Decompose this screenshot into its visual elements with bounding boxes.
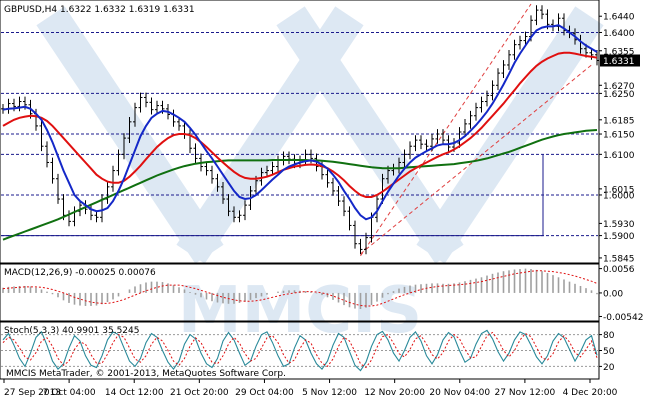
copyright-text: MMCIS MetaTrader, © 2001-2013, MetaQuote… [6,369,286,379]
macd-tick-label: -0.00542 [603,313,643,323]
price-tick-label: 1.5900 [603,232,635,242]
price-tick-label: 1.6100 [603,151,635,161]
current-price-label: 1.6331 [603,57,635,67]
stoch-tick-label: 20 [603,363,615,373]
stochastic-axis: 80 50 20 [599,331,615,373]
time-tick-label: 20 Nov 04:00 [429,388,490,398]
macd-histogram [2,268,598,310]
channel-lower [360,64,592,255]
chart-header: GBPUSD,H4 1.6322 1.6332 1.6319 1.6331 [4,5,195,15]
price-tick-label: 1.5845 [603,254,635,264]
time-tick-label: 12 Nov 20:00 [364,388,425,398]
macd-axis: 0.0056 0.00 -0.00542 [599,265,643,323]
sma-mid-line [2,51,598,198]
stochastic-pane[interactable]: 80 50 20 Stoch(5,3,3) 40.9901 35.5245 MMCI… [0,321,615,380]
current-price-tag [600,54,640,67]
price-tick-label: 1.6015 [603,185,635,195]
time-tick-label: 21 Oct 20:00 [170,388,229,398]
macd-signal-line [2,270,598,307]
stoch-tick-label: 50 [603,347,615,357]
macd-pane[interactable]: 0.0056 0.00 -0.00542 MACD(12,26,9) -0.0002… [0,263,643,323]
price-tick-label: 1.6440 [603,13,635,23]
stoch-main-line [2,329,598,372]
watermark-logo: MMCIS [36,6,604,348]
price-tick-label: 1.6400 [603,29,635,39]
price-tick-label: 1.6185 [603,116,635,126]
watermark-stroke-2 [276,6,464,264]
price-pane-frame [0,0,600,264]
trend-channel [360,3,592,257]
time-tick-label: 5 Nov 12:00 [302,388,357,398]
moving-averages [2,24,598,241]
range-box [1,154,544,237]
time-tick-label: 14 Oct 12:00 [105,388,164,398]
price-tick-label: 1.6355 [603,47,635,57]
stochastic-label: Stoch(5,3,3) 40.9901 35.5245 [4,326,139,336]
price-tick-label: 1.6270 [603,82,635,92]
time-tick-label: 4 Dec 20:00 [563,388,618,398]
channel-upper [360,3,532,257]
price-tick-label: 1.5930 [603,220,635,230]
price-tick-label: 1.6250 [603,90,635,100]
time-tick-label: 27 Sep 2013 [4,388,61,398]
sma-slow-line [2,129,598,241]
price-tick-label: 1.6000 [603,191,635,201]
macd-tick-label: 0.0056 [603,265,635,275]
stoch-tick-label: 80 [603,331,615,341]
macd-tick-label: 0.00 [603,289,623,299]
price-tick-label: 1.6150 [603,131,635,141]
sma-fast-line [2,24,598,221]
stochastic-lines [1,329,598,372]
time-tick-label: 27 Nov 12:00 [495,388,556,398]
time-tick-label: 29 Oct 04:00 [235,388,294,398]
macd-label: MACD(12,26,9) -0.00025 0.00076 [4,268,156,278]
watermark-stroke-3 [416,6,604,264]
time-tick-label: 7 Oct 04:00 [43,388,96,398]
